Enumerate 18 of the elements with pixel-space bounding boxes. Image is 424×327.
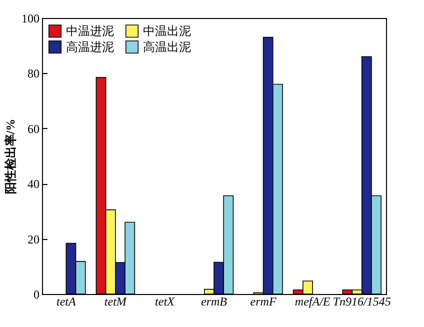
y-tick-label: 40 xyxy=(28,177,40,192)
legend-label: 中温进泥 xyxy=(66,24,114,38)
legend-label: 高温出泥 xyxy=(143,40,191,54)
y-tick-label: 20 xyxy=(28,232,40,246)
y-tick-label: 100 xyxy=(22,12,40,26)
x-tick-label: tetA xyxy=(56,294,76,308)
x-tick-label: ermF xyxy=(250,294,277,308)
legend-label: 中温出泥 xyxy=(143,24,191,38)
legend-label: 高温进泥 xyxy=(66,40,114,54)
y-tick-label: 80 xyxy=(28,66,40,81)
y-tick-label: 0 xyxy=(34,288,40,302)
y-tick-label: 60 xyxy=(28,122,40,136)
x-tick-label: ermB xyxy=(201,294,228,308)
x-tick-label: tetM xyxy=(104,294,128,308)
y-axis-title: 阳性检出率/% xyxy=(4,118,18,194)
x-tick-label: mefA/E xyxy=(294,294,331,308)
x-tick-label: tetX xyxy=(155,294,176,308)
x-tick-label: Tn916/1545 xyxy=(332,294,391,308)
